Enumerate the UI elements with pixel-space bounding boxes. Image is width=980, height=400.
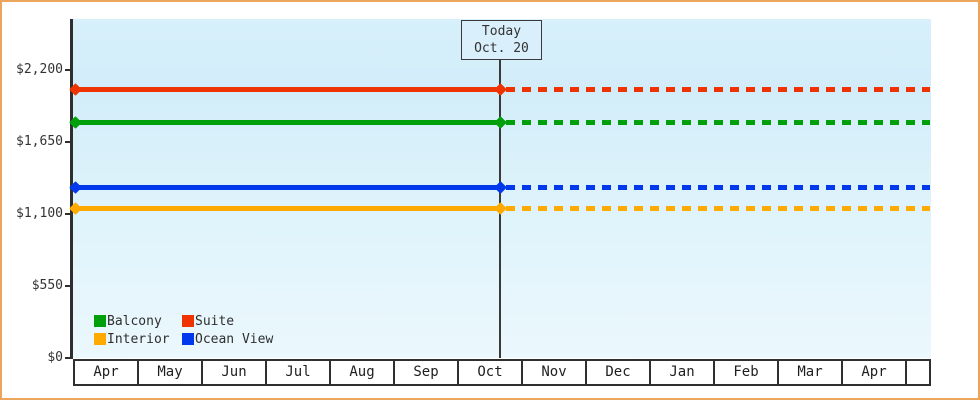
x-axis-month: Feb: [715, 361, 779, 384]
today-vertical-line: [499, 57, 501, 358]
y-tick-label: $550: [31, 277, 63, 293]
x-axis-month: Apr: [843, 361, 907, 384]
x-axis-month: Apr: [75, 361, 139, 384]
legend-label: Suite: [195, 313, 235, 329]
x-axis-month: Dec: [587, 361, 651, 384]
legend-item-suite: Suite: [182, 313, 235, 329]
x-axis-month: Jun: [203, 361, 267, 384]
today-date: Oct. 20: [474, 41, 529, 56]
legend-swatch: [94, 333, 106, 345]
legend-item-interior: Interior: [94, 331, 170, 347]
y-tick-label: $2,200: [16, 62, 63, 77]
x-axis-month: May: [139, 361, 203, 384]
x-axis-month-band: Apr May Jun Jul Aug Sep Oct Nov Dec Jan …: [73, 359, 931, 386]
legend-swatch: [182, 333, 194, 345]
y-tick-label: $1,650: [16, 133, 63, 149]
y-tick-label: $0: [47, 349, 63, 365]
x-axis-month: Aug: [331, 361, 395, 384]
legend-item-balcony: Balcony: [94, 313, 162, 329]
today-marker-box: Today Oct. 20: [461, 20, 542, 60]
x-axis-month: Sep: [395, 361, 459, 384]
x-axis-month: Nov: [523, 361, 587, 384]
today-label: Today: [481, 24, 522, 39]
y-tick-mark: [65, 140, 72, 143]
y-tick-mark: [65, 356, 72, 359]
legend-label: Ocean View: [195, 331, 274, 347]
y-tick-mark: [65, 212, 72, 215]
plot-area: [73, 19, 931, 358]
legend-label: Balcony: [107, 313, 162, 329]
legend-label: Interior: [107, 331, 170, 347]
y-tick-mark: [65, 284, 72, 287]
x-axis-month: Jul: [267, 361, 331, 384]
x-axis-month: Jan: [651, 361, 715, 384]
y-tick-label: $1,100: [16, 205, 63, 221]
legend-swatch: [182, 315, 194, 327]
x-axis-month-empty: [907, 361, 929, 384]
y-tick-mark: [65, 69, 72, 71]
x-axis-month: Mar: [779, 361, 843, 384]
x-axis-month: Oct: [459, 361, 523, 384]
legend-item-ocean-view: Ocean View: [182, 331, 274, 347]
legend-swatch: [94, 315, 106, 327]
